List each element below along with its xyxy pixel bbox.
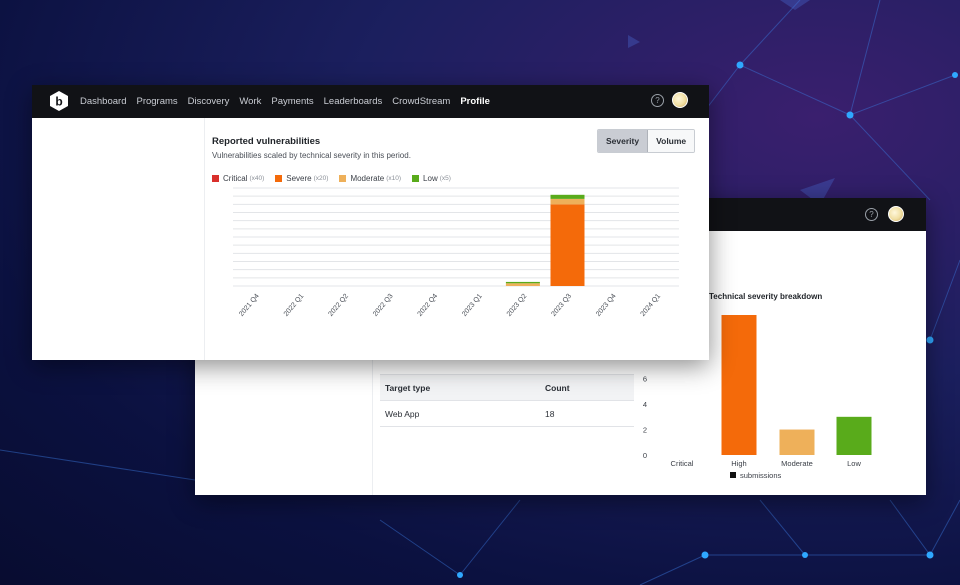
x-tick-label: 2023 Q1 (461, 293, 484, 318)
legend-label: Critical (223, 174, 248, 183)
help-icon[interactable]: ? (865, 208, 878, 221)
legend-swatch (412, 175, 420, 182)
nav-item-profile[interactable]: Profile (460, 96, 490, 107)
y-tick-label: 4 (643, 400, 647, 409)
target-type-table: Target type Count Web App 18 (380, 374, 634, 427)
avatar[interactable] (888, 206, 904, 222)
x-tick-label: Critical (671, 459, 694, 468)
table-row: Web App 18 (380, 400, 634, 427)
column-divider (372, 358, 373, 495)
main-nav: Dashboard Programs Discovery Work Payments Le… (80, 85, 500, 118)
nav-item-work[interactable]: Work (239, 96, 262, 107)
legend-label: Low (423, 174, 438, 183)
severity-toggle-button[interactable]: Severity (598, 130, 649, 152)
bar-low (836, 416, 872, 455)
legend-label: submissions (740, 471, 782, 480)
legend-swatch (339, 175, 347, 182)
table-cell-count: 18 (540, 400, 634, 427)
legend-label: Severe (286, 174, 312, 183)
x-tick-label: 2024 Q1 (640, 293, 663, 318)
x-tick-label: 2023 Q3 (550, 293, 573, 318)
y-tick-label: 6 (643, 375, 647, 384)
main-topbar: b Dashboard Programs Discovery Work Payments… (32, 85, 709, 118)
severity-breakdown-title: Technical severity breakdown (709, 292, 823, 301)
x-tick-label: 2022 Q2 (327, 293, 350, 318)
svg-text:b: b (55, 95, 62, 109)
x-tick-label: 2022 Q3 (372, 293, 395, 318)
x-tick-label: 2021 Q4 (238, 293, 261, 318)
table-header-target-type: Target type (380, 374, 540, 401)
y-tick-label: 0 (643, 451, 647, 460)
legend-label: Moderate (350, 174, 385, 183)
x-tick-label: Moderate (781, 459, 813, 468)
legend-multiplier: (x10) (386, 175, 402, 182)
x-tick-label: 2022 Q4 (417, 293, 440, 318)
legend-swatch (730, 472, 736, 478)
legend-item-critical[interactable]: Critical (x40) (212, 174, 264, 183)
table-header-count: Count (540, 374, 634, 401)
bar-severe (550, 204, 585, 286)
legend-multiplier: (x40) (249, 175, 265, 182)
nav-item-payments[interactable]: Payments (271, 96, 314, 107)
nav-item-discovery[interactable]: Discovery (187, 96, 230, 107)
avatar[interactable] (672, 92, 688, 108)
legend-item-severe[interactable]: Severe (x20) (275, 174, 328, 183)
chart-legend: Critical (x40) Severe (x20) Moderate (x10) Low… (212, 174, 462, 183)
nav-item-programs[interactable]: Programs (136, 96, 178, 107)
reported-vulns-subtitle: Vulnerabilities scaled by technical seve… (212, 151, 411, 160)
bar-high (721, 315, 757, 455)
legend-item-low[interactable]: Low (x5) (412, 174, 451, 183)
volume-toggle-button[interactable]: Volume (648, 130, 695, 152)
bugcrowd-logo[interactable]: b (48, 90, 70, 112)
severity-volume-toggle: Severity Volume (597, 129, 696, 153)
bar-low (550, 194, 585, 199)
legend-multiplier: (x20) (313, 175, 329, 182)
reported-vulns-chart: 2021 Q4 2022 Q1 2022 Q2 2022 Q3 2022 Q4 2023 … (233, 187, 679, 318)
bar-moderate (505, 283, 540, 286)
nav-item-dashboard[interactable]: Dashboard (80, 96, 127, 107)
x-tick-label: 2022 Q1 (283, 293, 306, 318)
x-tick-label: 2023 Q4 (595, 293, 618, 318)
table-cell-target: Web App (380, 400, 540, 427)
bar-low (505, 281, 540, 284)
x-tick-label: Low (847, 459, 861, 468)
bar-moderate (779, 429, 815, 455)
legend-swatch (212, 175, 219, 182)
legend-item-moderate[interactable]: Moderate (x10) (339, 174, 401, 183)
reported-vulns-title: Reported vulnerabilities (212, 136, 321, 147)
column-divider (204, 118, 205, 360)
legend-swatch (275, 175, 283, 182)
help-icon[interactable]: ? (651, 94, 664, 107)
front-window: b Dashboard Programs Discovery Work Payments… (32, 85, 709, 360)
legend-multiplier: (x5) (439, 175, 451, 182)
y-tick-label: 2 (643, 426, 647, 435)
x-tick-label: High (731, 459, 746, 468)
nav-item-leaderboards[interactable]: Leaderboards (323, 96, 383, 107)
bar-moderate (550, 198, 585, 205)
x-tick-label: 2023 Q2 (506, 293, 529, 318)
severity-breakdown-chart: 0 2 4 6 Critical High Moderate Low submissions (643, 315, 872, 480)
nav-item-crowdstream[interactable]: CrowdStream (392, 96, 451, 107)
